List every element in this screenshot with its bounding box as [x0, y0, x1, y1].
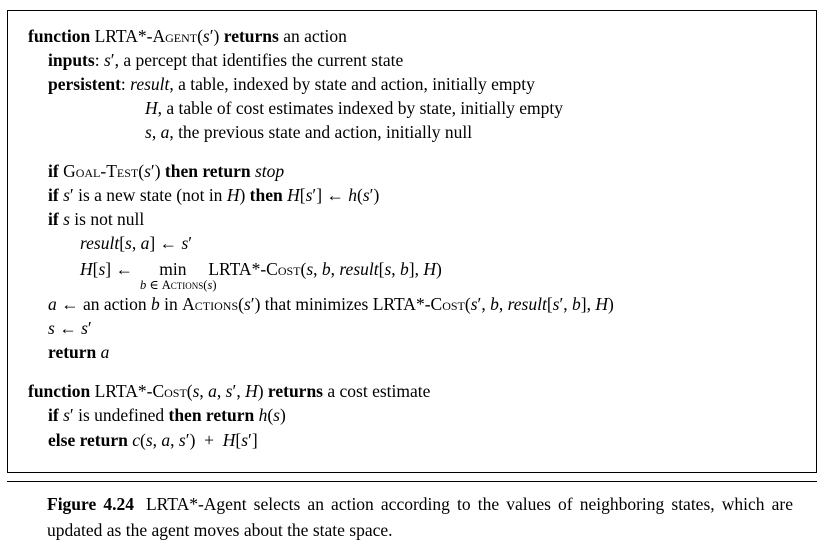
line-10: H[s] ← min LRTA*-Cost(s, b, result[s, b]… — [80, 259, 442, 279]
line-4: H, a table of cost estimates indexed by … — [145, 98, 563, 118]
line-9: result[s, a] ← s′ — [80, 233, 193, 253]
algorithm-box — [7, 10, 817, 473]
line-3: persistent: result, a table, indexed by … — [48, 74, 535, 94]
line-2: inputs: s′, a percept that identifies th… — [48, 50, 404, 70]
line-1: function LRTA*-Agent(s′) returns an acti… — [28, 26, 347, 46]
line-7: if s′ is a new state (not in H) then H[s… — [48, 185, 380, 205]
figure-label: Figure 4.24 — [47, 494, 134, 514]
figure-caption: Figure 4.24 LRTA*-Agent selects an action… — [47, 491, 793, 543]
line-16: else return c(s, a, s′) + H[s′] — [48, 430, 258, 450]
line-12: s ← s′ — [48, 318, 92, 338]
caption-text: LRTA*-Agent selects an action according … — [47, 494, 793, 540]
line-14: function LRTA*-Cost(s, a, s′, H) returns… — [28, 381, 431, 401]
caption-rule — [7, 481, 817, 482]
line-5: s, a, the previous state and action, ini… — [145, 122, 473, 142]
line-11: a ← an action b in Actions(s′) that mini… — [48, 294, 614, 314]
line-10-subscript: b ∈ Actions(s) — [140, 278, 217, 292]
line-13: return a — [48, 342, 110, 362]
line-8: if s is not null — [48, 209, 145, 229]
line-15: if s′ is undefined then return h(s) — [48, 405, 286, 425]
line-6: if Goal-Test(s′) then return stop — [48, 161, 285, 181]
